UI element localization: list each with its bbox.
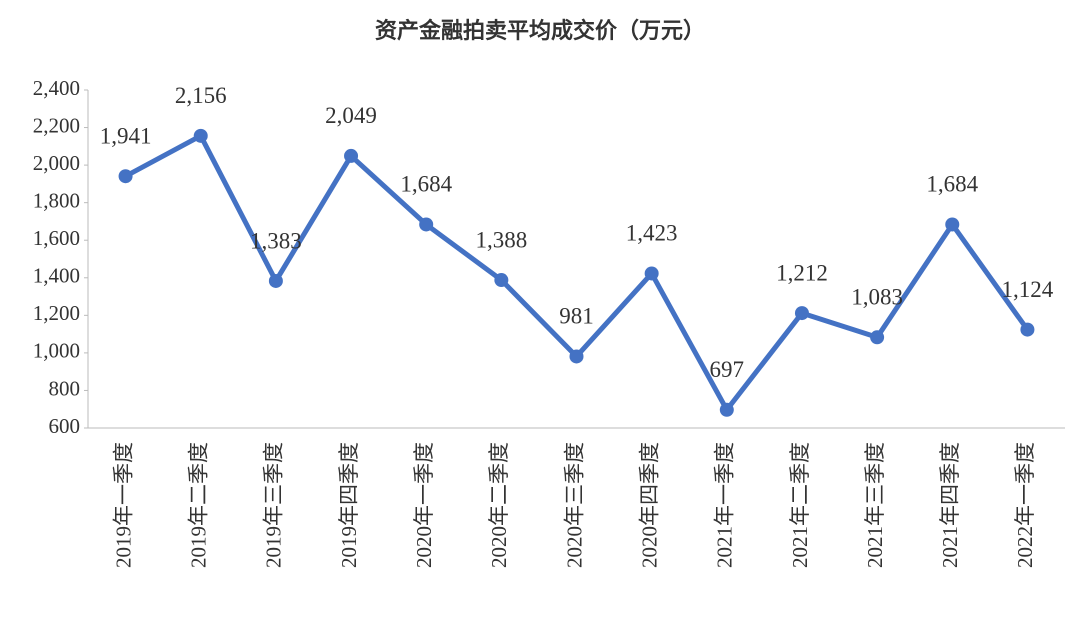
x-tick-label: 2021年四季度	[938, 442, 962, 568]
x-tick-label: 2019年一季度	[111, 442, 135, 568]
x-tick-label: 2020年二季度	[487, 442, 511, 568]
y-tick-label: 1,600	[33, 226, 80, 250]
data-label: 1,383	[250, 228, 302, 253]
x-tick-label: 2019年四季度	[337, 442, 361, 568]
point	[1020, 322, 1035, 337]
data-label: 1,684	[926, 172, 978, 197]
data-label: 1,684	[400, 172, 452, 197]
x-tick-label: 2022年一季度	[1013, 442, 1037, 568]
point	[569, 349, 584, 364]
series-line	[124, 133, 1030, 413]
data-label: 1,212	[776, 260, 828, 285]
y-tick-label: 2,400	[33, 76, 80, 100]
data-label: 981	[559, 304, 594, 329]
y-tick-label: 1,000	[33, 339, 80, 363]
x-tick-label: 2020年三季度	[562, 442, 586, 568]
y-tick-label: 600	[49, 414, 81, 438]
data-label: 2,049	[325, 103, 377, 128]
point	[344, 148, 359, 163]
point	[268, 273, 283, 288]
point	[419, 217, 434, 232]
y-tick-label: 1,400	[33, 264, 80, 288]
point	[870, 330, 885, 345]
point	[118, 169, 133, 184]
x-tick-label: 2021年一季度	[713, 442, 737, 568]
data-label: 2,156	[175, 83, 227, 108]
x-tick-label: 2021年二季度	[788, 442, 812, 568]
x-tick-label: 2021年三季度	[863, 442, 887, 568]
point	[719, 402, 734, 417]
point	[794, 306, 809, 321]
x-tick-label: 2020年一季度	[412, 442, 436, 568]
chart-title: 资产金融拍卖平均成交价（万元）	[375, 18, 705, 43]
x-tick-label: 2020年四季度	[637, 442, 661, 568]
y-tick-label: 2,200	[33, 113, 80, 137]
y-tick-label: 800	[49, 376, 81, 400]
data-label: 1,083	[851, 285, 903, 310]
x-tick-label: 2019年二季度	[187, 442, 211, 568]
point	[193, 128, 208, 143]
y-tick-label: 1,800	[33, 188, 80, 212]
data-label: 1,941	[100, 123, 152, 148]
data-label: 1,124	[1002, 277, 1054, 302]
data-label: 697	[710, 357, 745, 382]
data-label: 1,388	[475, 227, 527, 252]
y-tick-label: 2,000	[33, 151, 80, 175]
y-tick-label: 1,200	[33, 301, 80, 325]
point	[644, 266, 659, 281]
data-label: 1,423	[626, 221, 678, 246]
x-tick-label: 2019年三季度	[262, 442, 286, 568]
point	[494, 273, 509, 288]
point	[945, 217, 960, 232]
